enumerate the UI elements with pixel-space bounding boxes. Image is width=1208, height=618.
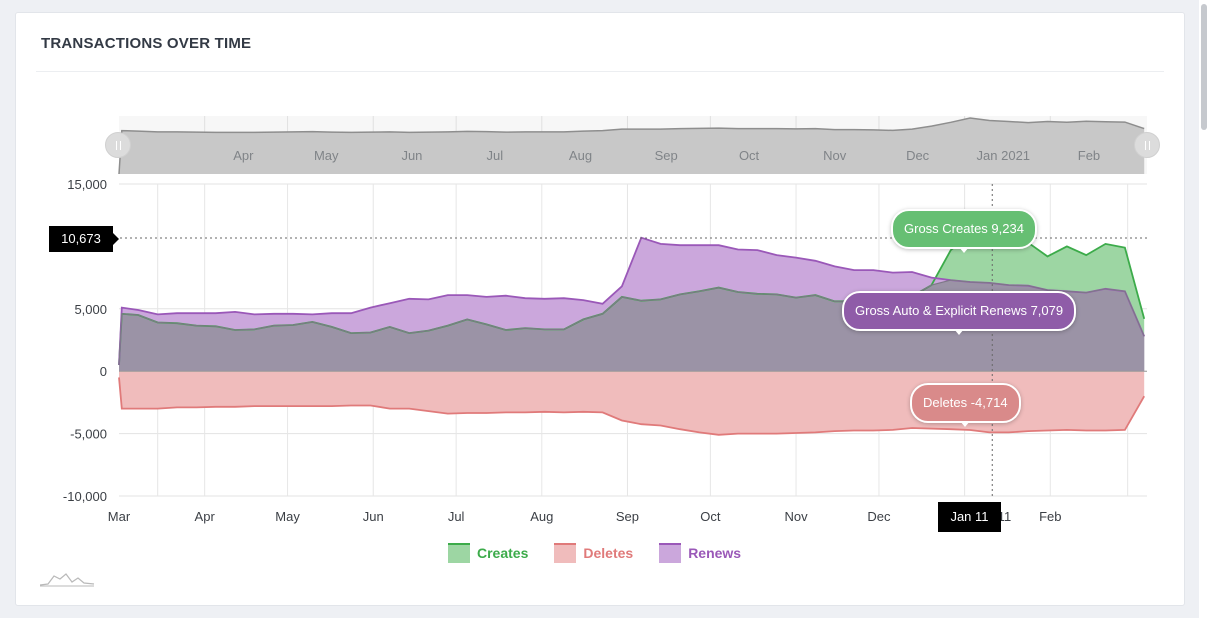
navigator-label: Jun [401, 148, 422, 163]
y-tick-label: -10,000 [63, 489, 107, 504]
navigator-label: Jul [487, 148, 504, 163]
area-chart-icon[interactable] [40, 570, 96, 588]
x-tick-label: Sep [616, 509, 639, 524]
navigator-label: Nov [823, 148, 847, 163]
deletes-line [118, 377, 1145, 436]
card-divider [36, 71, 1164, 72]
tooltip-creates-pointer [958, 247, 969, 253]
legend-item-deletes[interactable]: Deletes [554, 543, 633, 563]
x-tick-label: Jul [448, 509, 465, 524]
chart-legend: Creates Deletes Renews [448, 543, 741, 563]
tooltip-renews-text: Gross Auto & Explicit Renews 7,079 [855, 303, 1064, 318]
legend-item-creates[interactable]: Creates [448, 543, 528, 563]
tooltip-creates: Gross Creates 9,234 [891, 209, 1037, 253]
page-scrollbar-thumb[interactable] [1201, 4, 1207, 130]
legend-label-renews: Renews [688, 545, 742, 561]
y-tick-label: -5,000 [70, 427, 107, 442]
navigator-label: Aug [569, 148, 592, 163]
navigator-label: Oct [739, 148, 760, 163]
y-tick-label: 0 [100, 364, 107, 379]
legend-item-renews[interactable]: Renews [659, 543, 741, 563]
crosshair-value-label: 10,673 [49, 226, 113, 252]
tooltip-renews: Gross Auto & Explicit Renews 7,079 [842, 291, 1077, 335]
x-tick-label: Aug [530, 509, 553, 524]
x-tick-label: May [275, 509, 300, 524]
crosshair-date-label: Jan 11 [938, 502, 1001, 532]
legend-swatch-deletes [554, 543, 577, 563]
navigator-label: Feb [1078, 148, 1100, 163]
y-tick-label: 5,000 [74, 302, 107, 317]
chart-areas [118, 232, 1147, 436]
navigator-label: May [314, 148, 339, 163]
x-tick-label: Jun [363, 509, 384, 524]
tooltip-renews-pointer [954, 329, 965, 335]
page-scrollbar[interactable] [1199, 0, 1208, 618]
card-title: TRANSACTIONS OVER TIME [41, 35, 252, 52]
navigator-line [118, 117, 1145, 175]
navigator-label: Apr [233, 148, 254, 163]
legend-label-creates: Creates [477, 545, 529, 561]
navigator-label: Jan 2021 [977, 148, 1031, 163]
x-tick-label: Apr [195, 509, 216, 524]
x-tick-label: Nov [784, 509, 808, 524]
navigator-left-handle-icon[interactable] [105, 132, 131, 158]
legend-label-deletes: Deletes [583, 545, 634, 561]
legend-swatch-creates [448, 543, 470, 563]
x-tick-label: Feb [1039, 509, 1061, 524]
tooltip-deletes-text: Deletes -4,714 [923, 395, 1008, 410]
navigator-label: Dec [906, 148, 930, 163]
tooltip-creates-text: Gross Creates 9,234 [904, 221, 1024, 236]
x-tick-label: Dec [867, 509, 891, 524]
chart-axes: -10,000 -5,000 0 5,000 15,000 Mar Apr May Jun Jul… [63, 177, 1062, 524]
x-tick-label: Oct [700, 509, 721, 524]
x-tick-label: Mar [108, 509, 131, 524]
navigator[interactable]: Apr May Jun Jul Aug Sep Oct Nov Dec Jan 2021 Feb [118, 116, 1147, 175]
legend-swatch-renews [659, 543, 682, 563]
overlap-line [118, 279, 1145, 366]
y-tick-label: 15,000 [67, 177, 107, 192]
overlap-area [119, 280, 1145, 372]
deletes-area [119, 371, 1145, 435]
crosshair-value-pointer [113, 233, 119, 245]
navigator-area [119, 118, 1145, 174]
navigator-right-handle-icon[interactable] [1134, 132, 1160, 158]
tooltip-deletes-pointer [960, 421, 971, 427]
navigator-label: Sep [655, 148, 678, 163]
tooltip-deletes: Deletes -4,714 [910, 383, 1021, 427]
